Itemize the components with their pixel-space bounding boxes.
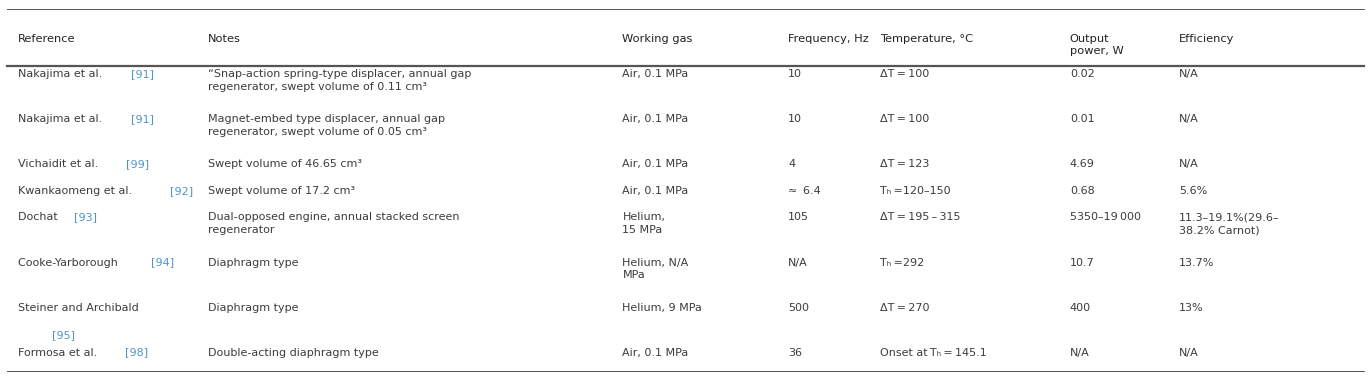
Text: Air, 0.1 MPa: Air, 0.1 MPa xyxy=(622,186,688,196)
Text: 5350–19 000: 5350–19 000 xyxy=(1070,212,1141,223)
Text: 0.02: 0.02 xyxy=(1070,69,1094,79)
Text: Air, 0.1 MPa: Air, 0.1 MPa xyxy=(622,348,688,358)
Text: Output
power, W: Output power, W xyxy=(1070,34,1123,56)
Text: 0.01: 0.01 xyxy=(1070,114,1094,124)
Text: [92]: [92] xyxy=(170,186,193,196)
Text: [98]: [98] xyxy=(124,348,148,358)
Text: Air, 0.1 MPa: Air, 0.1 MPa xyxy=(622,114,688,124)
Text: Dochat: Dochat xyxy=(18,212,62,223)
Text: Temperature, °C: Temperature, °C xyxy=(880,34,973,44)
Text: ΔT = 100: ΔT = 100 xyxy=(880,114,929,124)
Text: “Snap-action spring-type displacer, annual gap
regenerator, swept volume of 0.11: “Snap-action spring-type displacer, annu… xyxy=(208,69,472,92)
Text: 500: 500 xyxy=(788,302,808,313)
Text: 400: 400 xyxy=(1070,302,1090,313)
Text: 10.7: 10.7 xyxy=(1070,257,1094,268)
Text: [91]: [91] xyxy=(131,114,155,124)
Text: 0.68: 0.68 xyxy=(1070,186,1094,196)
Text: Vichaidit et al.: Vichaidit et al. xyxy=(18,159,101,169)
Text: Steiner and Archibald: Steiner and Archibald xyxy=(18,302,138,313)
Text: N/A: N/A xyxy=(1070,348,1089,358)
Text: 105: 105 xyxy=(788,212,808,223)
Text: Nakajima et al.: Nakajima et al. xyxy=(18,114,105,124)
Text: [99]: [99] xyxy=(126,159,149,169)
Text: [93]: [93] xyxy=(74,212,97,223)
Text: 13.7%: 13.7% xyxy=(1179,257,1215,268)
Text: N/A: N/A xyxy=(788,257,807,268)
Text: Cooke-Yarborough: Cooke-Yarborough xyxy=(18,257,122,268)
Text: N/A: N/A xyxy=(1179,348,1198,358)
Text: Helium, 9 MPa: Helium, 9 MPa xyxy=(622,302,702,313)
Text: [95]: [95] xyxy=(52,330,75,340)
Text: 36: 36 xyxy=(788,348,802,358)
Text: Swept volume of 17.2 cm³: Swept volume of 17.2 cm³ xyxy=(208,186,356,196)
Text: ΔT = 123: ΔT = 123 xyxy=(880,159,929,169)
Text: ΔT = 100: ΔT = 100 xyxy=(880,69,929,79)
Text: Onset at Tₕ = 145.1: Onset at Tₕ = 145.1 xyxy=(880,348,986,358)
Text: 10: 10 xyxy=(788,69,802,79)
Text: [91]: [91] xyxy=(131,69,155,79)
Text: Frequency, Hz: Frequency, Hz xyxy=(788,34,869,44)
Text: Helium,
15 MPa: Helium, 15 MPa xyxy=(622,212,665,235)
Text: Notes: Notes xyxy=(208,34,241,44)
Text: Tₕ =292: Tₕ =292 xyxy=(880,257,923,268)
Text: Formosa et al.: Formosa et al. xyxy=(18,348,100,358)
Text: Nakajima et al.: Nakajima et al. xyxy=(18,69,105,79)
Text: N/A: N/A xyxy=(1179,159,1198,169)
Text: Reference: Reference xyxy=(18,34,75,44)
Text: Swept volume of 46.65 cm³: Swept volume of 46.65 cm³ xyxy=(208,159,363,169)
Text: Dual-opposed engine, annual stacked screen
regenerator: Dual-opposed engine, annual stacked scre… xyxy=(208,212,460,235)
Text: 4: 4 xyxy=(788,159,795,169)
Text: Helium, N/A
MPa: Helium, N/A MPa xyxy=(622,257,688,280)
Text: 13%: 13% xyxy=(1179,302,1204,313)
Text: [94]: [94] xyxy=(152,257,174,268)
Text: ΔT = 195 – 315: ΔT = 195 – 315 xyxy=(880,212,960,223)
Text: Diaphragm type: Diaphragm type xyxy=(208,257,298,268)
Text: Kwankaomeng et al.: Kwankaomeng et al. xyxy=(18,186,135,196)
Text: ΔT = 270: ΔT = 270 xyxy=(880,302,929,313)
Text: Double-acting diaphragm type: Double-acting diaphragm type xyxy=(208,348,379,358)
Text: Efficiency: Efficiency xyxy=(1179,34,1234,44)
Text: Magnet-embed type displacer, annual gap
regenerator, swept volume of 0.05 cm³: Magnet-embed type displacer, annual gap … xyxy=(208,114,445,137)
Text: Air, 0.1 MPa: Air, 0.1 MPa xyxy=(622,69,688,79)
Text: Tₕ =120–150: Tₕ =120–150 xyxy=(880,186,951,196)
Text: 5.6%: 5.6% xyxy=(1179,186,1208,196)
Text: 4.69: 4.69 xyxy=(1070,159,1094,169)
Text: 11.3–19.1%(29.6–
38.2% Carnot): 11.3–19.1%(29.6– 38.2% Carnot) xyxy=(1179,212,1279,235)
Text: ≈ 6.4: ≈ 6.4 xyxy=(788,186,821,196)
Text: N/A: N/A xyxy=(1179,69,1198,79)
Text: N/A: N/A xyxy=(1179,114,1198,124)
Text: Diaphragm type: Diaphragm type xyxy=(208,302,298,313)
Text: Working gas: Working gas xyxy=(622,34,692,44)
Text: 10: 10 xyxy=(788,114,802,124)
Text: Air, 0.1 MPa: Air, 0.1 MPa xyxy=(622,159,688,169)
